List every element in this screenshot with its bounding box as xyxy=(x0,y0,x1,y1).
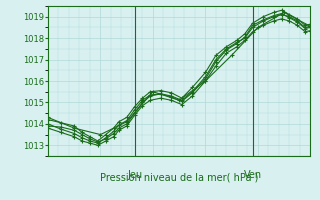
X-axis label: Pression niveau de la mer( hPa ): Pression niveau de la mer( hPa ) xyxy=(100,173,258,183)
Text: Jeu: Jeu xyxy=(127,170,142,180)
Text: Ven: Ven xyxy=(244,170,262,180)
